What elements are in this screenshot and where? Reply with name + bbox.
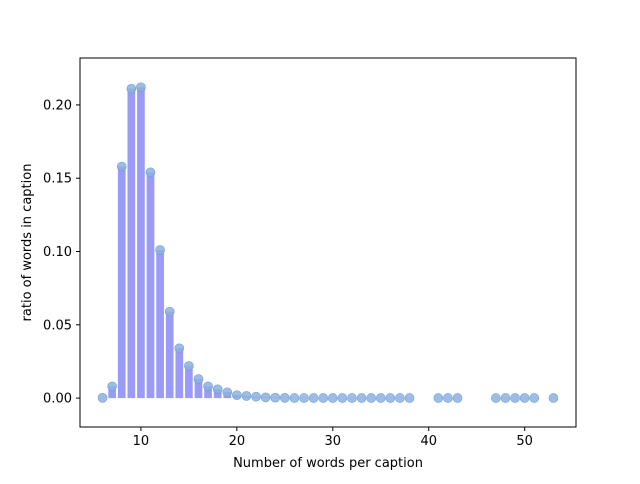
scatter-point	[117, 162, 126, 171]
scatter-point	[367, 393, 376, 402]
scatter-point	[223, 388, 232, 397]
x-tick-label: 40	[420, 434, 437, 449]
scatter-point	[491, 393, 500, 402]
scatter-point	[252, 392, 261, 401]
scatter-point	[98, 393, 107, 402]
scatter-point	[156, 246, 165, 255]
x-axis-label: Number of words per caption	[233, 456, 423, 471]
scatter-point	[300, 393, 309, 402]
y-tick-label: 0.05	[43, 318, 72, 333]
scatter-point	[347, 393, 356, 402]
scatter-point	[232, 391, 241, 400]
scatter-point	[338, 393, 347, 402]
scatter-point	[434, 393, 443, 402]
bar	[147, 172, 155, 398]
bar	[118, 166, 126, 398]
scatter-point	[386, 393, 395, 402]
y-tick-label: 0.10	[43, 245, 72, 260]
scatter-point	[127, 84, 136, 93]
scatter-point	[184, 361, 193, 370]
bar	[137, 87, 145, 398]
bar	[156, 250, 164, 398]
scatter-point	[204, 382, 213, 391]
scatter-point	[108, 382, 117, 391]
scatter-point	[280, 393, 289, 402]
scatter-point	[405, 393, 414, 402]
scatter-point	[520, 393, 529, 402]
bar	[127, 89, 135, 398]
scatter-point	[443, 393, 452, 402]
scatter-point	[175, 344, 184, 353]
scatter-point	[165, 307, 174, 316]
scatter-point	[549, 393, 558, 402]
x-tick-label: 10	[133, 434, 150, 449]
scatter-point	[309, 393, 318, 402]
x-tick-label: 30	[325, 434, 342, 449]
scatter-point	[194, 375, 203, 384]
scatter-point	[271, 393, 280, 402]
scatter-point	[357, 393, 366, 402]
scatter-point	[213, 385, 222, 394]
y-tick-label: 0.20	[43, 98, 72, 113]
scatter-point	[395, 393, 404, 402]
scatter-point	[453, 393, 462, 402]
scatter-point	[319, 393, 328, 402]
x-tick-label: 50	[516, 434, 533, 449]
x-tick-label: 20	[229, 434, 246, 449]
scatter-point	[530, 393, 539, 402]
scatter-point	[146, 168, 155, 177]
scatter-point	[501, 393, 510, 402]
scatter-point	[261, 393, 270, 402]
scatter-point	[290, 393, 299, 402]
y-tick-label: 0.00	[43, 392, 72, 407]
scatter-point	[136, 83, 145, 92]
bar	[185, 366, 193, 398]
y-tick-label: 0.15	[43, 172, 72, 187]
y-axis-label: ratio of words in caption	[20, 164, 35, 322]
bar	[166, 312, 174, 399]
scatter-point	[511, 393, 520, 402]
scatter-point	[328, 393, 337, 402]
scatter-point	[376, 393, 385, 402]
bar	[175, 348, 183, 398]
scatter-point	[242, 391, 251, 400]
